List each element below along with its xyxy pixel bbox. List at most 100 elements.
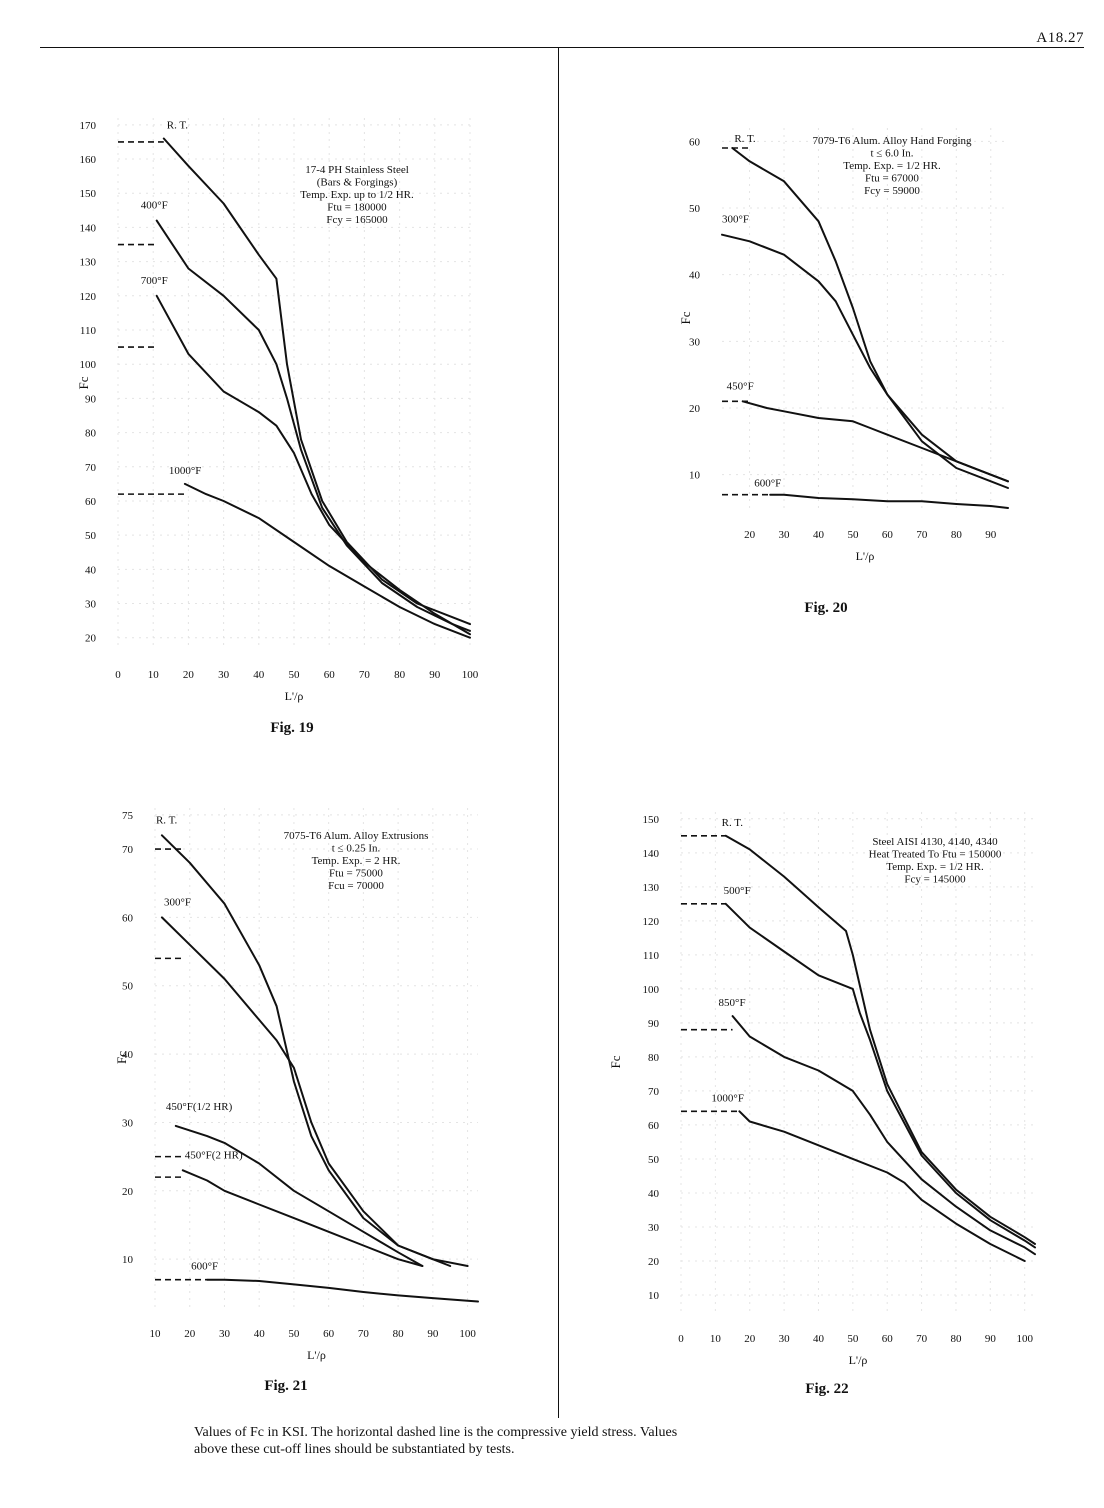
annotation-line: Ftu = 67000 (865, 173, 919, 185)
footnote-line-2: above these cut-off lines should be subs… (194, 1442, 515, 1457)
annotation-line: t ≤ 0.25 In. (332, 843, 381, 855)
page-number: A18.27 (1036, 30, 1084, 46)
annotation-line: Temp. Exp. up to 1/2 HR. (300, 189, 414, 201)
x-tick-label: 100 (1016, 1333, 1033, 1345)
series-label: 300°F (722, 214, 749, 226)
grid (154, 808, 478, 1307)
series-line (721, 233, 1009, 489)
x-axis-label: L'/ρ (307, 1348, 326, 1362)
annotation-line: Ftu = 180000 (327, 202, 387, 214)
footnote-line-1: Values of Fc in KSI. The horizontal dash… (194, 1425, 678, 1440)
x-tick-label: 30 (219, 1328, 231, 1340)
y-tick-label: 20 (85, 633, 97, 645)
annotation-line: Temp. Exp. = 1/2 HR. (886, 861, 984, 873)
x-tick-label: 40 (813, 529, 825, 541)
y-tick-label: 40 (648, 1188, 660, 1200)
x-tick-label: 40 (813, 1333, 825, 1345)
annotation-line: t ≤ 6.0 In. (870, 148, 913, 160)
annotation-line: Steel AISI 4130, 4140, 4340 (872, 836, 998, 848)
x-tick-label: 50 (847, 529, 859, 541)
x-tick-label: 10 (148, 669, 160, 681)
series-label: 700°F (141, 275, 168, 287)
y-tick-label: 50 (122, 981, 134, 993)
x-tick-label: 70 (359, 669, 371, 681)
y-axis-label: Fc (76, 376, 91, 389)
figure-caption: Fig. 21 (264, 1378, 307, 1394)
y-tick-label: 70 (122, 844, 134, 856)
grid (722, 128, 1008, 508)
y-tick-label: 140 (80, 222, 97, 234)
y-tick-label: 70 (85, 462, 97, 474)
x-tick-label: 80 (951, 529, 963, 541)
x-tick-label: 90 (429, 669, 441, 681)
x-tick-label: 30 (779, 529, 791, 541)
series-line (181, 1169, 424, 1267)
x-axis-label: L'/ρ (856, 549, 875, 563)
y-tick-label: 20 (648, 1256, 660, 1268)
series-line (731, 1015, 1036, 1256)
x-tick-label: 60 (323, 1328, 335, 1340)
y-tick-label: 130 (80, 257, 97, 269)
series-line (155, 219, 471, 632)
series-label: 1000°F (711, 1092, 744, 1104)
y-tick-label: 60 (85, 496, 97, 508)
figure-caption: Fig. 22 (805, 1381, 848, 1397)
x-tick-label: 0 (678, 1333, 684, 1345)
chart-3: 10 20 30 40 50 60 70 80 90 100 10 20 30 40 50 60 70 75 Fc L… (114, 808, 479, 1394)
x-tick-label: 70 (916, 529, 928, 541)
series-line (206, 1278, 479, 1303)
figure-caption: Fig. 20 (804, 600, 847, 616)
x-tick-label: 70 (916, 1333, 928, 1345)
x-tick-label: 50 (288, 1328, 300, 1340)
series-line (731, 147, 1009, 483)
y-tick-label: 150 (643, 814, 660, 826)
y-tick-label: 100 (80, 359, 97, 371)
series-line (174, 1124, 424, 1267)
x-tick-label: 10 (710, 1333, 722, 1345)
y-tick-label: 10 (689, 470, 701, 482)
series-label: 400°F (141, 200, 168, 212)
x-tick-label: 90 (985, 529, 997, 541)
x-axis-label: L'/ρ (849, 1353, 868, 1367)
x-tick-label: 60 (324, 669, 336, 681)
y-tick-label: 30 (122, 1117, 134, 1129)
x-tick-label: 10 (150, 1328, 162, 1340)
x-tick-label: 70 (358, 1328, 370, 1340)
y-tick-label: 100 (643, 984, 660, 996)
y-tick-label: 30 (689, 336, 701, 348)
series-label: R. T. (734, 133, 756, 145)
y-tick-label: 70 (648, 1086, 660, 1098)
y-tick-label: 140 (643, 848, 660, 860)
series-line (162, 137, 471, 626)
y-tick-label: 50 (648, 1154, 660, 1166)
series-line (160, 916, 452, 1267)
x-tick-label: 50 (847, 1333, 859, 1345)
x-tick-label: 20 (184, 1328, 196, 1340)
series-line (724, 902, 1036, 1249)
figure-caption: Fig. 19 (270, 720, 313, 736)
annotation-line: 17-4 PH Stainless Steel (305, 164, 409, 176)
y-tick-label: 80 (85, 428, 97, 440)
series-label: 300°F (164, 896, 191, 908)
series-line (738, 1110, 1026, 1262)
y-tick-label: 160 (80, 154, 97, 166)
y-axis-label: Fc (608, 1055, 623, 1068)
annotation-line: 7075-T6 Alum. Alloy Extrusions (284, 830, 429, 842)
y-axis-label: Fc (114, 1051, 129, 1064)
x-tick-label: 60 (882, 1333, 894, 1345)
y-tick-label: 10 (122, 1254, 134, 1266)
y-tick-label: 170 (80, 120, 97, 132)
series-label: 500°F (724, 885, 751, 897)
x-tick-label: 50 (289, 669, 301, 681)
x-tick-label: 60 (882, 529, 894, 541)
x-tick-label: 90 (985, 1333, 997, 1345)
series-label: 450°F(1/2 HR) (166, 1101, 233, 1113)
y-tick-label: 40 (122, 1049, 134, 1061)
x-tick-label: 20 (744, 1333, 756, 1345)
annotation-line: Fcy = 59000 (864, 185, 920, 197)
series-line (183, 482, 471, 639)
annotation-line: Fcy = 145000 (904, 874, 966, 886)
y-tick-label: 60 (689, 136, 701, 148)
series-line (155, 294, 471, 636)
